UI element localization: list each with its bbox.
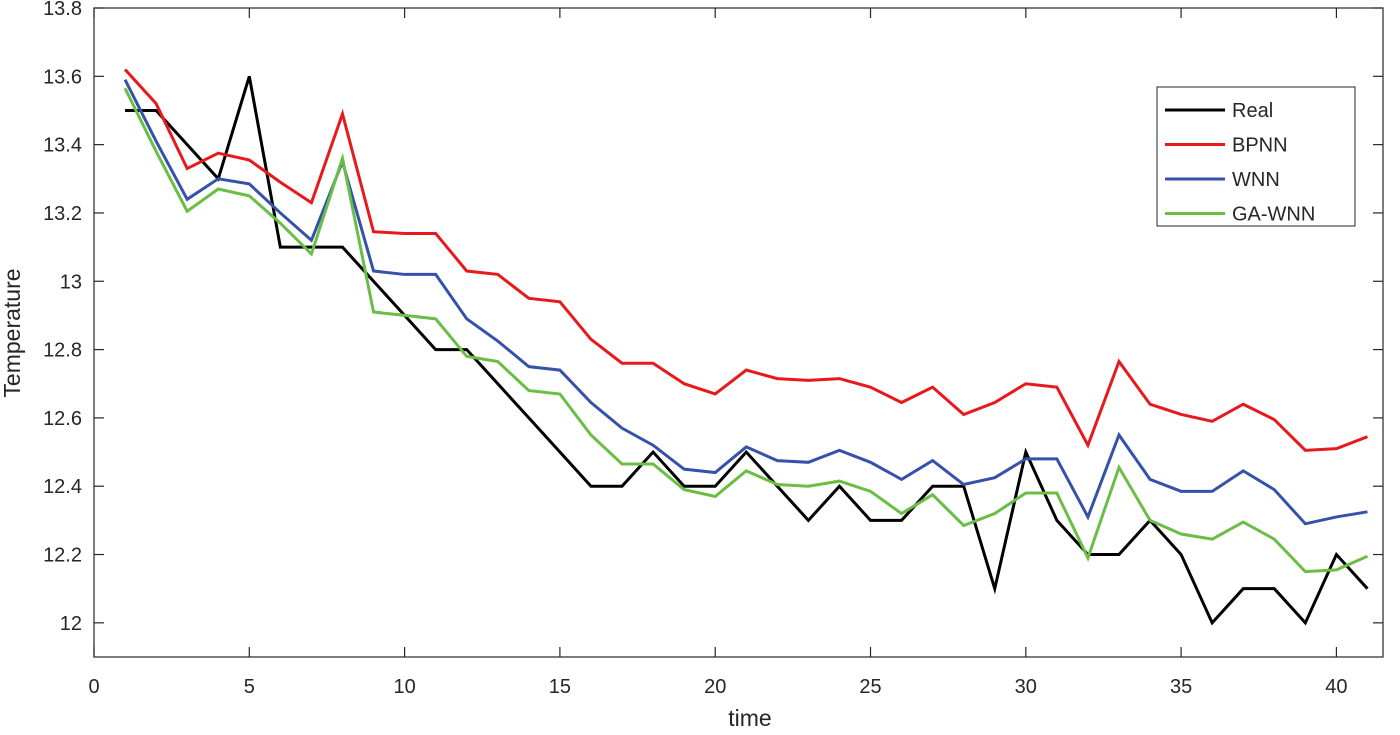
y-tick-label: 12.6: [43, 408, 82, 430]
x-tick-label: 20: [704, 676, 726, 698]
x-tick-label: 40: [1325, 676, 1347, 698]
y-tick-label: 13.6: [43, 66, 82, 88]
x-tick-label: 30: [1015, 676, 1037, 698]
legend-label: GA-WNN: [1232, 204, 1315, 226]
legend: Real BPNN WNN GA-WNN: [1156, 86, 1356, 227]
x-tick-label: 10: [393, 676, 415, 698]
y-tick-label: 13: [60, 271, 82, 293]
legend-label: Real: [1232, 100, 1273, 122]
series-line-real: [125, 75, 1369, 626]
y-tick-label: 12.2: [43, 545, 82, 567]
y-tick-label: 12: [60, 613, 82, 635]
legend-label: WNN: [1232, 169, 1280, 191]
x-tick-label: 25: [859, 676, 881, 698]
y-tick-label: 13.4: [43, 135, 82, 157]
y-tick-label: 12.4: [43, 476, 82, 498]
x-tick-label: 0: [88, 676, 99, 698]
y-axis-label: Temperature: [0, 268, 25, 397]
x-tick-label: 15: [549, 676, 571, 698]
y-tick-label: 13.2: [43, 203, 82, 225]
y-tick-label: 13.8: [43, 0, 82, 20]
series-line-bpnn: [123, 68, 1369, 452]
legend-label: BPNN: [1232, 135, 1288, 157]
x-tick-label: 35: [1170, 676, 1192, 698]
x-tick-label: 5: [244, 676, 255, 698]
x-axis-label: time: [728, 705, 771, 730]
series-line-ga-wnn: [123, 87, 1369, 574]
y-tick-label: 12.8: [43, 340, 82, 362]
